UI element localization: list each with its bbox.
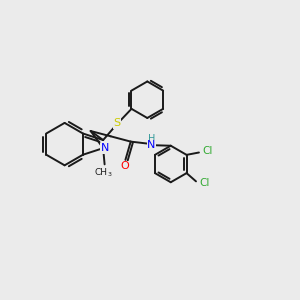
Text: H: H <box>148 134 155 144</box>
Text: Cl: Cl <box>202 146 212 156</box>
Text: S: S <box>113 118 121 128</box>
Text: O: O <box>121 161 129 171</box>
Text: 3: 3 <box>108 172 112 178</box>
Text: CH: CH <box>94 168 108 177</box>
Text: N: N <box>147 140 155 150</box>
Text: Cl: Cl <box>199 178 209 188</box>
Text: N: N <box>100 143 109 153</box>
